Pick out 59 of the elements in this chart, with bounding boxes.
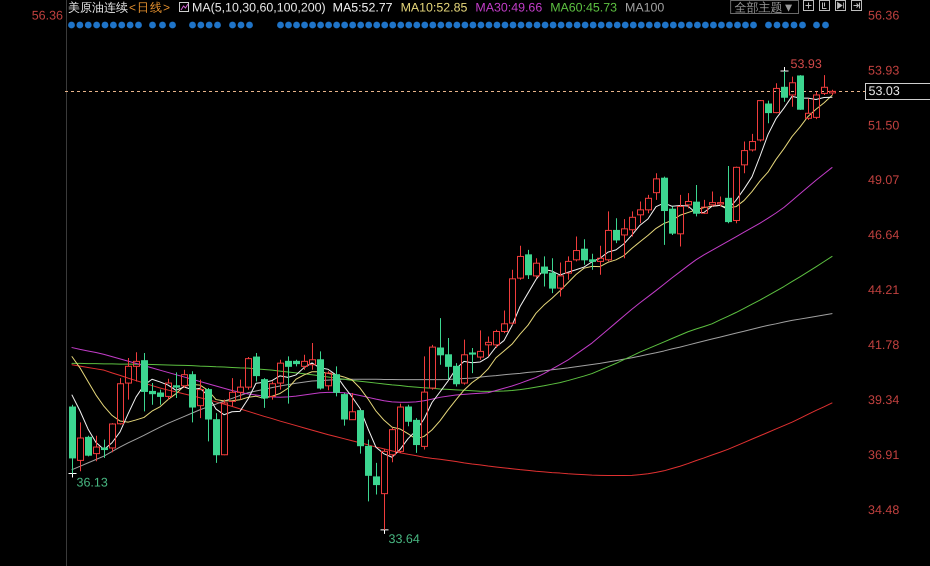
text: MA5:52.77 — [332, 0, 393, 14]
candlestick — [613, 218, 620, 244]
candlestick — [477, 330, 484, 360]
text: MA30:49.66 — [475, 0, 542, 14]
candlestick — [725, 165, 732, 224]
candlestick — [93, 435, 100, 462]
candlestick — [685, 192, 692, 209]
line-series — [72, 313, 832, 470]
y-tick-label: 49.07 — [868, 173, 900, 188]
line-series — [72, 167, 832, 403]
line-series — [72, 256, 832, 392]
candlestick — [469, 348, 476, 374]
text: MA100 — [625, 0, 664, 14]
annotation: 33.64 — [388, 532, 420, 546]
chart-title: 美原油连续 — [68, 0, 128, 14]
candlestick — [765, 100, 772, 124]
chart-subtitle: <日线> — [129, 0, 172, 14]
y-tick-label: 41.78 — [868, 338, 900, 352]
candlestick — [517, 245, 524, 280]
candlestick — [333, 366, 340, 397]
candlestick — [693, 184, 700, 217]
candlestick — [77, 422, 84, 472]
text: 56.36 — [32, 8, 64, 22]
ref-line-label: 53.03 — [868, 84, 900, 98]
candlestick — [509, 269, 516, 326]
line-series — [72, 364, 832, 476]
annotation: 全部主题▼ — [734, 0, 795, 14]
candlestick — [461, 339, 468, 386]
candlestick — [373, 462, 380, 496]
annotation: 36.13 — [76, 476, 108, 490]
y-tick-label: 46.64 — [868, 228, 900, 242]
dropdown-button: 全部主题▼ — [730, 0, 799, 14]
y-tick-label: 39.34 — [868, 393, 900, 408]
candlestick — [565, 256, 572, 280]
candlestick — [101, 439, 108, 458]
candlestick — [253, 352, 260, 382]
candlestick — [573, 236, 580, 262]
candlestick — [677, 194, 684, 247]
annotation: 53.93 — [790, 57, 822, 72]
candlestick — [261, 378, 268, 408]
text: MA10:52.85 — [400, 0, 468, 14]
candlestick — [349, 392, 356, 420]
legend-title: MA(5,10,30,60,100,200) — [192, 0, 326, 14]
y-tick-label: 56.36 — [868, 8, 900, 22]
candlestick — [85, 435, 92, 457]
y-tick-label: 51.50 — [868, 118, 900, 132]
y-tick-label: 36.91 — [868, 448, 900, 462]
candlestick — [789, 76, 796, 108]
candlestick — [197, 379, 204, 419]
candlestick — [173, 372, 180, 398]
y-tick-label: 44.21 — [868, 283, 900, 298]
candlestick — [773, 82, 780, 114]
y-tick-label: 34.48 — [868, 503, 900, 518]
y-tick-label: 53.93 — [868, 63, 900, 78]
candlestick — [653, 172, 660, 200]
candlestick — [421, 356, 428, 450]
candlestick — [525, 249, 532, 280]
candlestick — [557, 262, 564, 297]
text: MA60:45.73 — [550, 0, 618, 14]
